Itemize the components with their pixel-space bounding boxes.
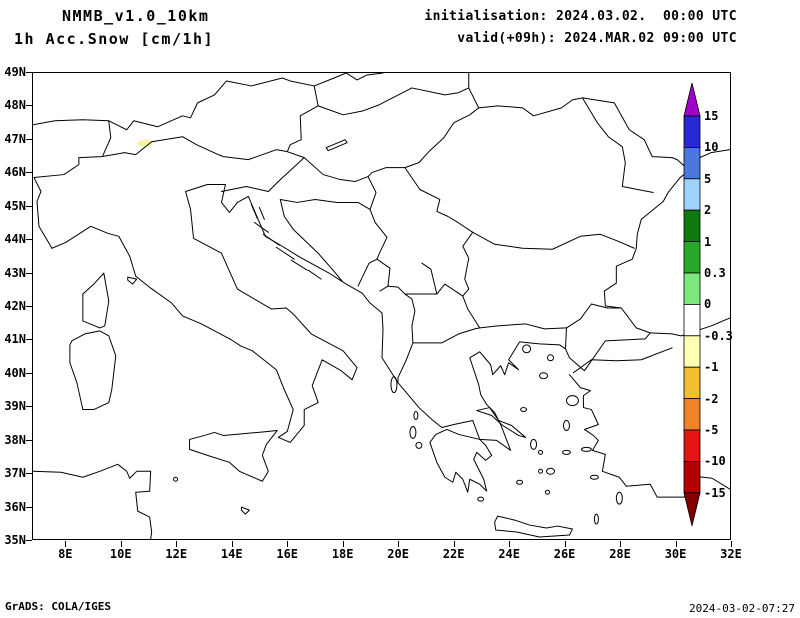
- lon-tick: [620, 541, 622, 547]
- lat-tick: [26, 239, 32, 241]
- lat-tick: [26, 105, 32, 107]
- lat-tick: [26, 339, 32, 341]
- colorbar-tick-label: -0.3: [704, 328, 733, 343]
- colorbar-tick-label: -2: [704, 391, 719, 406]
- lat-tick: [26, 372, 32, 374]
- lon-tick: [398, 541, 400, 547]
- colorbar-arrow-bottom: [683, 492, 701, 526]
- lat-label: 38N: [4, 432, 26, 447]
- lon-label: 24E: [498, 547, 520, 561]
- lat-label: 42N: [4, 299, 26, 313]
- lon-tick: [287, 541, 289, 547]
- colorbar-segment: [683, 178, 701, 211]
- lon-label: 10E: [109, 547, 132, 561]
- snow-data-patch: [136, 139, 154, 147]
- lat-label: 36N: [4, 499, 26, 514]
- lon-tick: [564, 541, 566, 547]
- colorbar-tick-label: -5: [704, 423, 719, 437]
- lat-tick: [26, 138, 32, 140]
- lat-label: 47N: [4, 131, 26, 146]
- colorbar-tick-label: -1: [704, 360, 719, 375]
- colorbar-tick-label: 5: [704, 171, 712, 186]
- lon-label: 12E: [165, 547, 188, 561]
- colorbar-segment: [683, 460, 701, 494]
- lat-tick: [26, 272, 32, 274]
- colorbar-segment: [683, 241, 701, 274]
- lat-tick: [26, 540, 32, 541]
- colorbar-tick-label: -15: [704, 485, 726, 500]
- lat-label: 44N: [4, 232, 26, 247]
- lon-label: 16E: [276, 547, 299, 561]
- colorbar-arrow-top: [683, 82, 701, 117]
- lat-tick: [26, 473, 32, 475]
- colorbar-segment: [683, 272, 701, 305]
- lon-tick: [65, 541, 67, 547]
- lon-label: 30E: [664, 547, 687, 561]
- variable-name: 1h Acc.Snow [cm/1h]: [14, 30, 215, 48]
- lat-tick: [26, 439, 32, 441]
- colorbar: [683, 82, 701, 527]
- lat-label: 46N: [4, 165, 26, 180]
- lon-tick: [120, 541, 122, 547]
- lat-tick: [26, 172, 32, 174]
- lon-label: 28E: [609, 547, 631, 561]
- colorbar-segment: [683, 147, 701, 180]
- lon-tick: [675, 541, 677, 547]
- colorbar-tick-label: -10: [704, 454, 726, 469]
- colorbar-segment: [683, 398, 701, 431]
- lon-label: 14E: [220, 547, 243, 561]
- lat-label: 48N: [4, 98, 26, 113]
- colorbar-tick-label: 15: [704, 109, 719, 123]
- lon-tick: [176, 541, 178, 547]
- lat-label: 41N: [4, 332, 26, 347]
- lat-label: 35N: [4, 533, 26, 547]
- lon-label: 20E: [387, 547, 409, 561]
- colorbar-segment: [683, 429, 701, 462]
- lat-tick: [26, 406, 32, 408]
- valid-time: valid(+09h): 2024.MAR.02 09:00 UTC: [457, 31, 737, 46]
- colorbar-tick-label: 2: [704, 203, 712, 218]
- lat-tick: [26, 306, 32, 307]
- lat-label: 43N: [4, 265, 26, 280]
- island-shapes: [173, 344, 623, 525]
- lon-tick: [509, 541, 511, 547]
- colorbar-tick-label: 0.3: [704, 266, 726, 280]
- colorbar-tick-label: 10: [704, 140, 719, 155]
- lon-tick: [731, 541, 732, 547]
- lat-label: 40N: [4, 365, 26, 380]
- lat-label: 45N: [4, 198, 26, 213]
- colorbar-segment: [683, 303, 701, 337]
- colorbar-tick-label: 1: [704, 234, 712, 249]
- lat-label: 39N: [4, 399, 26, 414]
- grads-credit: GrADS: COLA/IGES: [5, 600, 111, 613]
- colorbar-segment: [683, 209, 701, 242]
- lon-tick: [231, 541, 233, 547]
- lon-label: 8E: [58, 547, 73, 561]
- lon-label: 32E: [720, 547, 742, 561]
- colorbar-svg: [683, 82, 701, 526]
- lat-tick: [26, 506, 32, 508]
- lon-label: 26E: [553, 547, 576, 561]
- coastlines-svg: [33, 73, 730, 539]
- model-name: NMMB_v1.0_10km: [62, 7, 210, 25]
- map-frame: [32, 72, 731, 540]
- lon-tick: [342, 541, 344, 547]
- colorbar-segment: [683, 366, 701, 400]
- init-time: initialisation: 2024.03.02. 00:00 UTC: [424, 9, 737, 24]
- lat-tick: [26, 72, 32, 73]
- creation-timestamp: 2024-03-02-07:27: [689, 602, 795, 615]
- colorbar-segment: [683, 115, 701, 148]
- colorbar-tick-label: 0: [704, 297, 712, 312]
- colorbar-segment: [683, 335, 701, 368]
- lon-tick: [453, 541, 455, 547]
- country-border-paths: [33, 73, 687, 384]
- lat-label: 37N: [4, 466, 26, 481]
- lat-tick: [26, 205, 32, 207]
- coastline-paths: [33, 139, 730, 539]
- lat-label: 49N: [4, 65, 26, 79]
- lon-label: 22E: [442, 547, 465, 561]
- lon-label: 18E: [331, 547, 354, 561]
